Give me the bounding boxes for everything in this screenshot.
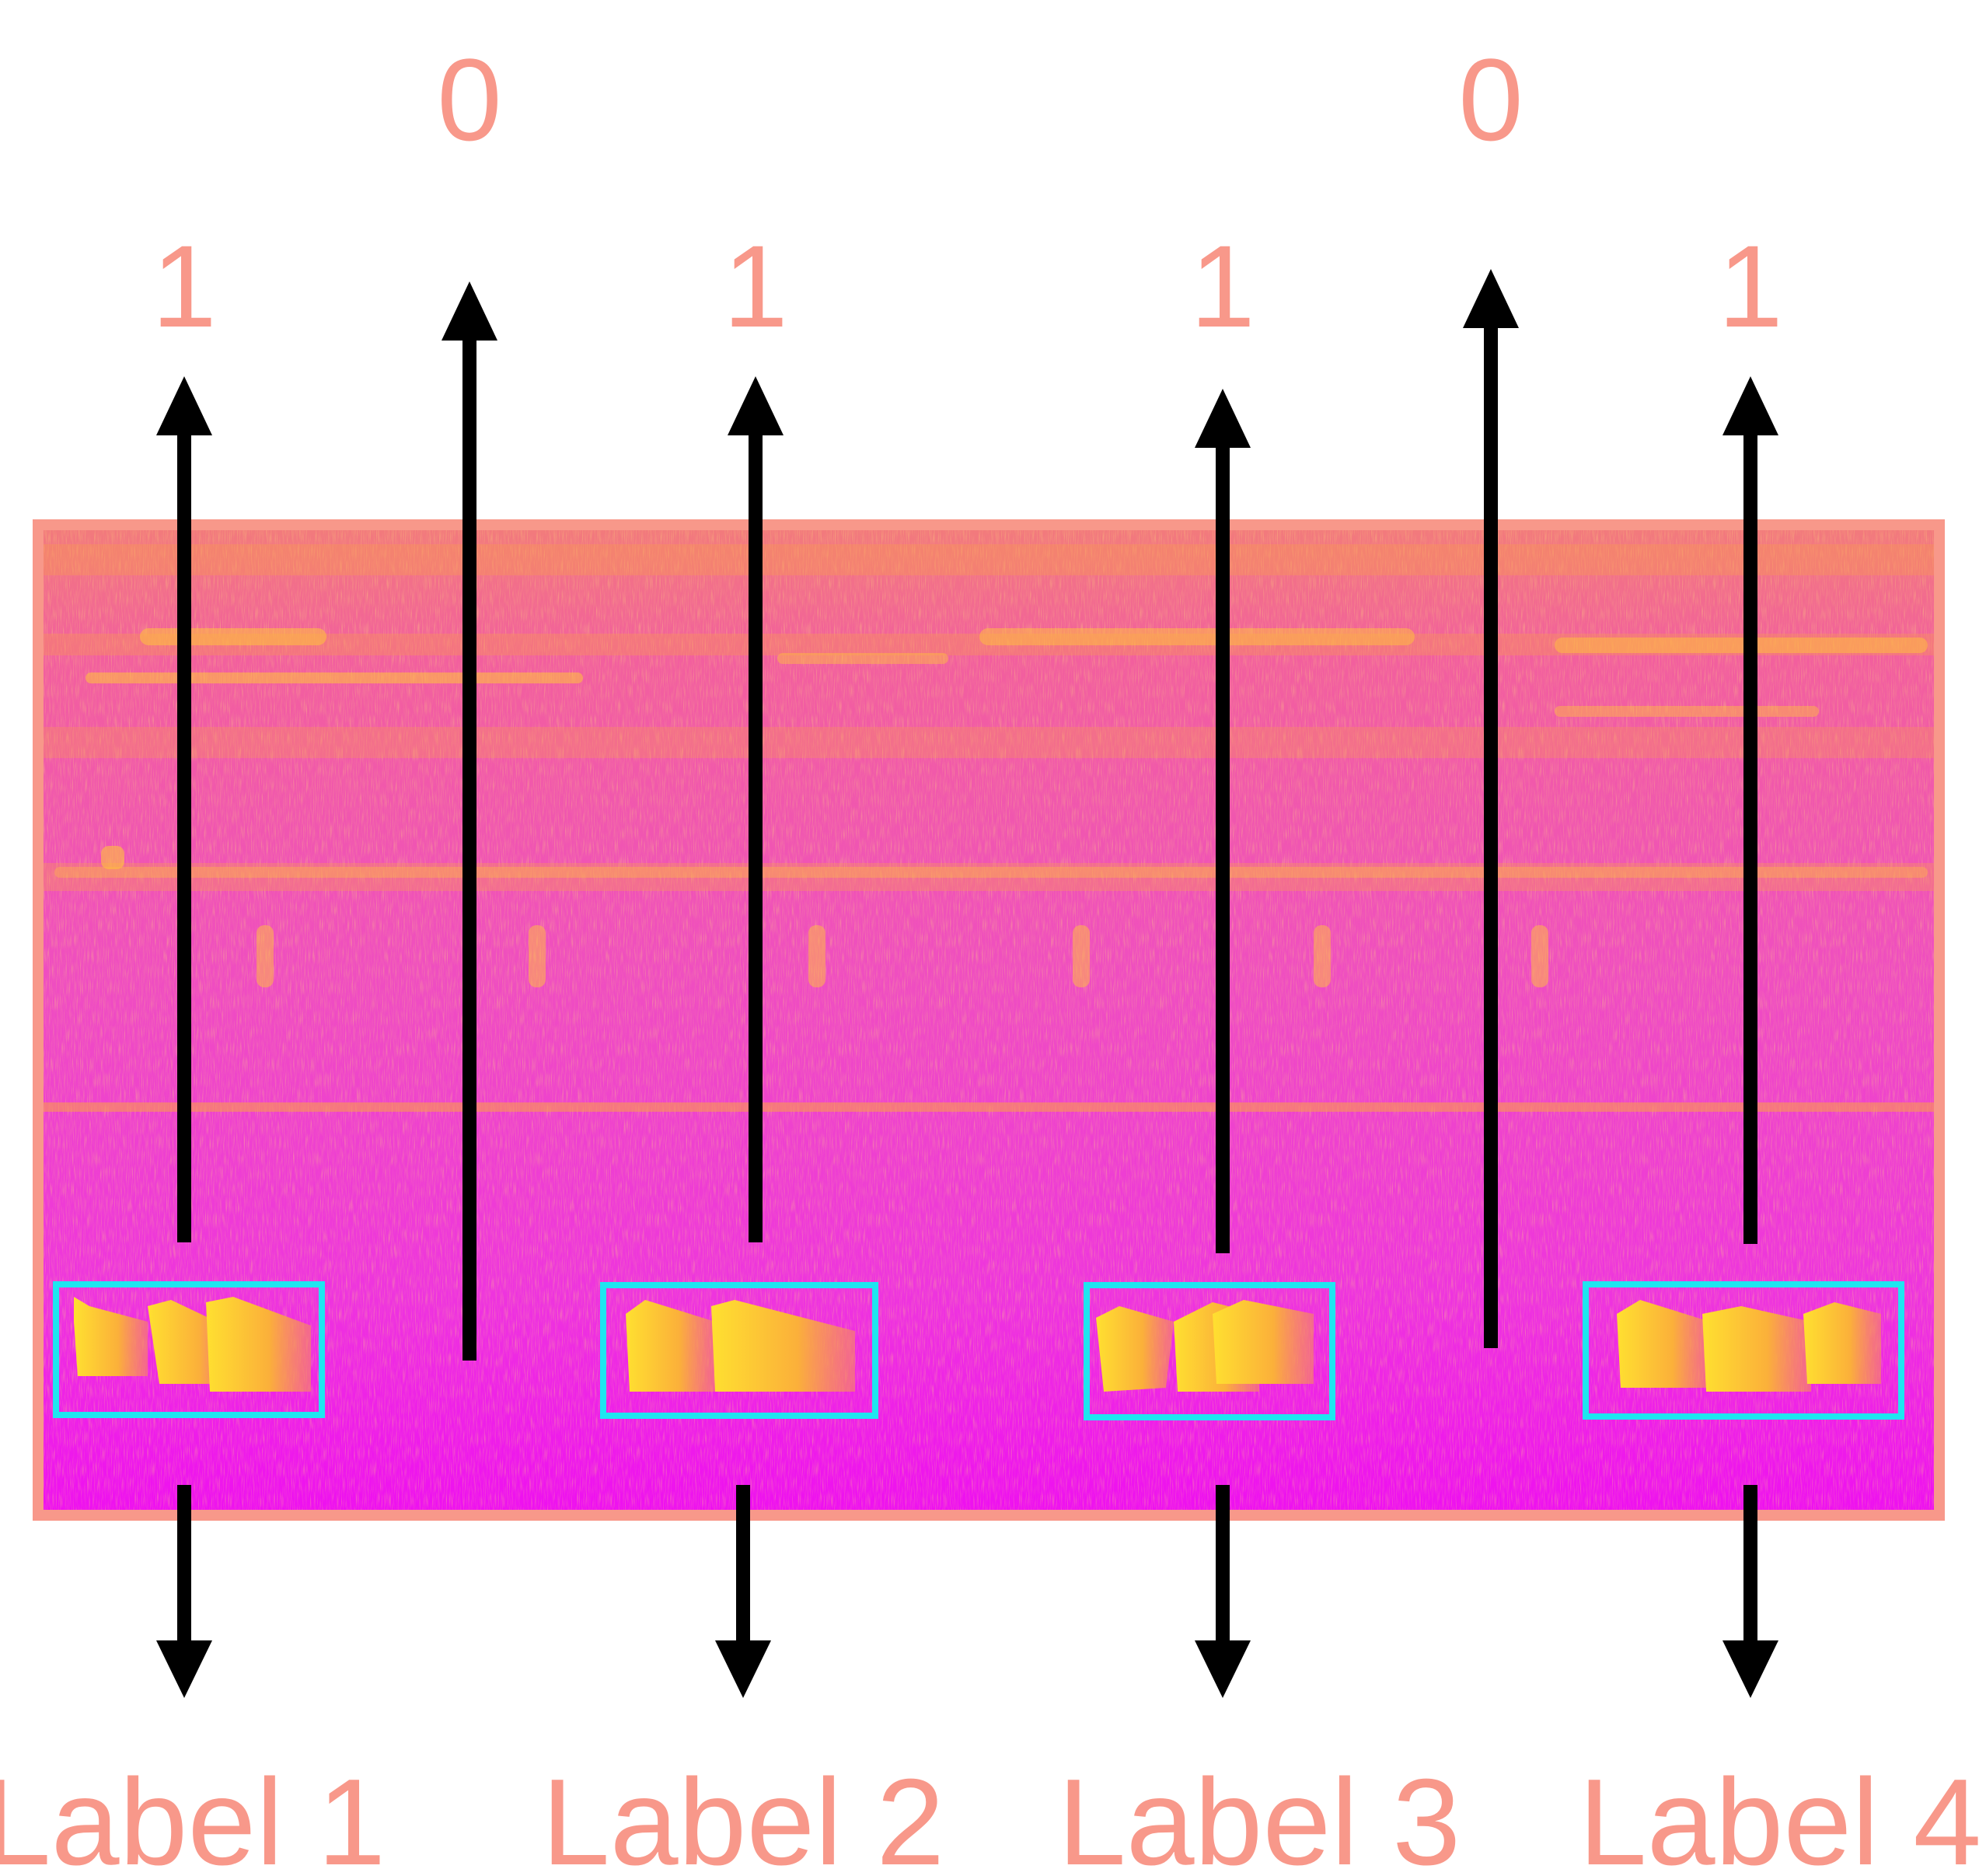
detection-box-2 <box>600 1282 878 1419</box>
spectrogram-panel <box>33 519 1945 1521</box>
label-3: Label 3 <box>1058 1754 1461 1876</box>
up-arrow-4 <box>1195 389 1251 1253</box>
down-arrows <box>156 1485 1778 1698</box>
detection-boxes <box>53 1281 1904 1420</box>
top-digit-2: 0 <box>1458 34 1523 165</box>
spectrogram-hot-spots <box>54 628 1928 987</box>
up-arrow-5 <box>1463 269 1519 1348</box>
detection-box-4 <box>1583 1281 1904 1420</box>
down-arrow-3 <box>1195 1485 1251 1698</box>
up-arrow-2 <box>442 281 497 1361</box>
up-arrow-3 <box>728 376 784 1242</box>
up-arrow-1 <box>156 376 212 1242</box>
label-row: Label 1 Label 2 Label 3 Label 4 <box>0 1754 1979 1876</box>
top-row: 0 0 <box>437 34 1523 165</box>
detection-box-1 <box>53 1281 325 1418</box>
up-arrow-6 <box>1722 376 1778 1244</box>
label-2: Label 2 <box>542 1754 944 1876</box>
top-digit-1: 0 <box>437 34 501 165</box>
label-4: Label 4 <box>1579 1754 1979 1876</box>
spectrogram-calls <box>74 1297 1881 1392</box>
detection-box-3 <box>1084 1282 1335 1420</box>
label-1: Label 1 <box>0 1754 386 1876</box>
down-arrow-2 <box>715 1485 771 1698</box>
binary-digit-4: 1 <box>1190 221 1255 351</box>
binary-digit-6: 1 <box>1718 221 1782 351</box>
binary-digit-1: 1 <box>152 221 216 351</box>
up-arrows <box>156 269 1778 1361</box>
down-arrow-1 <box>156 1485 212 1698</box>
down-arrow-4 <box>1722 1485 1778 1698</box>
binary-digit-3: 1 <box>723 221 787 351</box>
binary-sequence: 1 0 1 1 0 1 <box>152 221 1782 351</box>
